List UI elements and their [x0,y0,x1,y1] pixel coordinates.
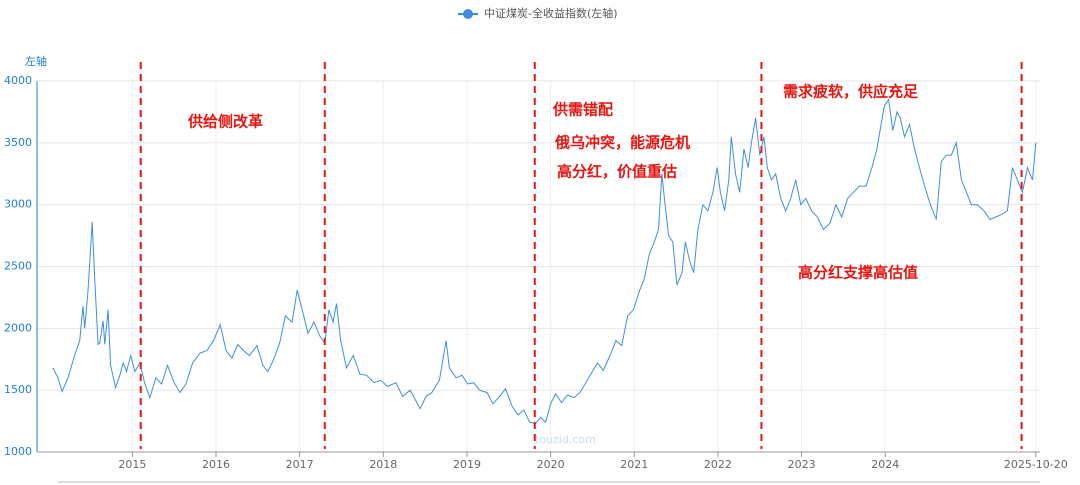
annotation: 高分红支撑高估值 [798,264,918,282]
y-tick-label: 3000 [4,198,32,211]
x-tick-label: 2017 [286,458,314,471]
y-tick-label: 1000 [4,445,32,458]
x-tick-label: 2021 [620,458,648,471]
y-tick-label: 2500 [4,260,32,273]
y-axis-label: 左轴 [25,54,47,68]
watermark: touzid.com [535,433,596,446]
annotation: 俄乌冲突，能源危机 [554,134,690,152]
y-tick-label: 4000 [4,74,32,87]
x-tick-label: 2016 [202,458,230,471]
annotation: 需求疲软，供应充足 [783,83,919,101]
x-tick-label: 2020 [537,458,565,471]
legend-marker[interactable] [463,9,473,19]
y-tick-label: 2000 [4,321,32,334]
x-tick-label: 2022 [704,458,732,471]
series-line [52,98,1037,425]
x-tick-label: 2025-10-20 [1004,458,1068,471]
x-tick-label: 2015 [118,458,146,471]
x-tick-label: 2024 [871,458,899,471]
x-tick-label: 2018 [369,458,397,471]
x-tick-label: 2023 [788,458,816,471]
annotation: 高分红，价值重估 [557,163,677,181]
legend-label[interactable]: 中证煤炭-全收益指数(左轴) [484,6,618,20]
annotation: 供给侧改革 [187,113,263,131]
y-tick-label: 3500 [4,136,32,149]
annotation: 供需错配 [552,101,613,119]
x-tick-label: 2019 [453,458,481,471]
y-tick-label: 1500 [4,383,32,396]
